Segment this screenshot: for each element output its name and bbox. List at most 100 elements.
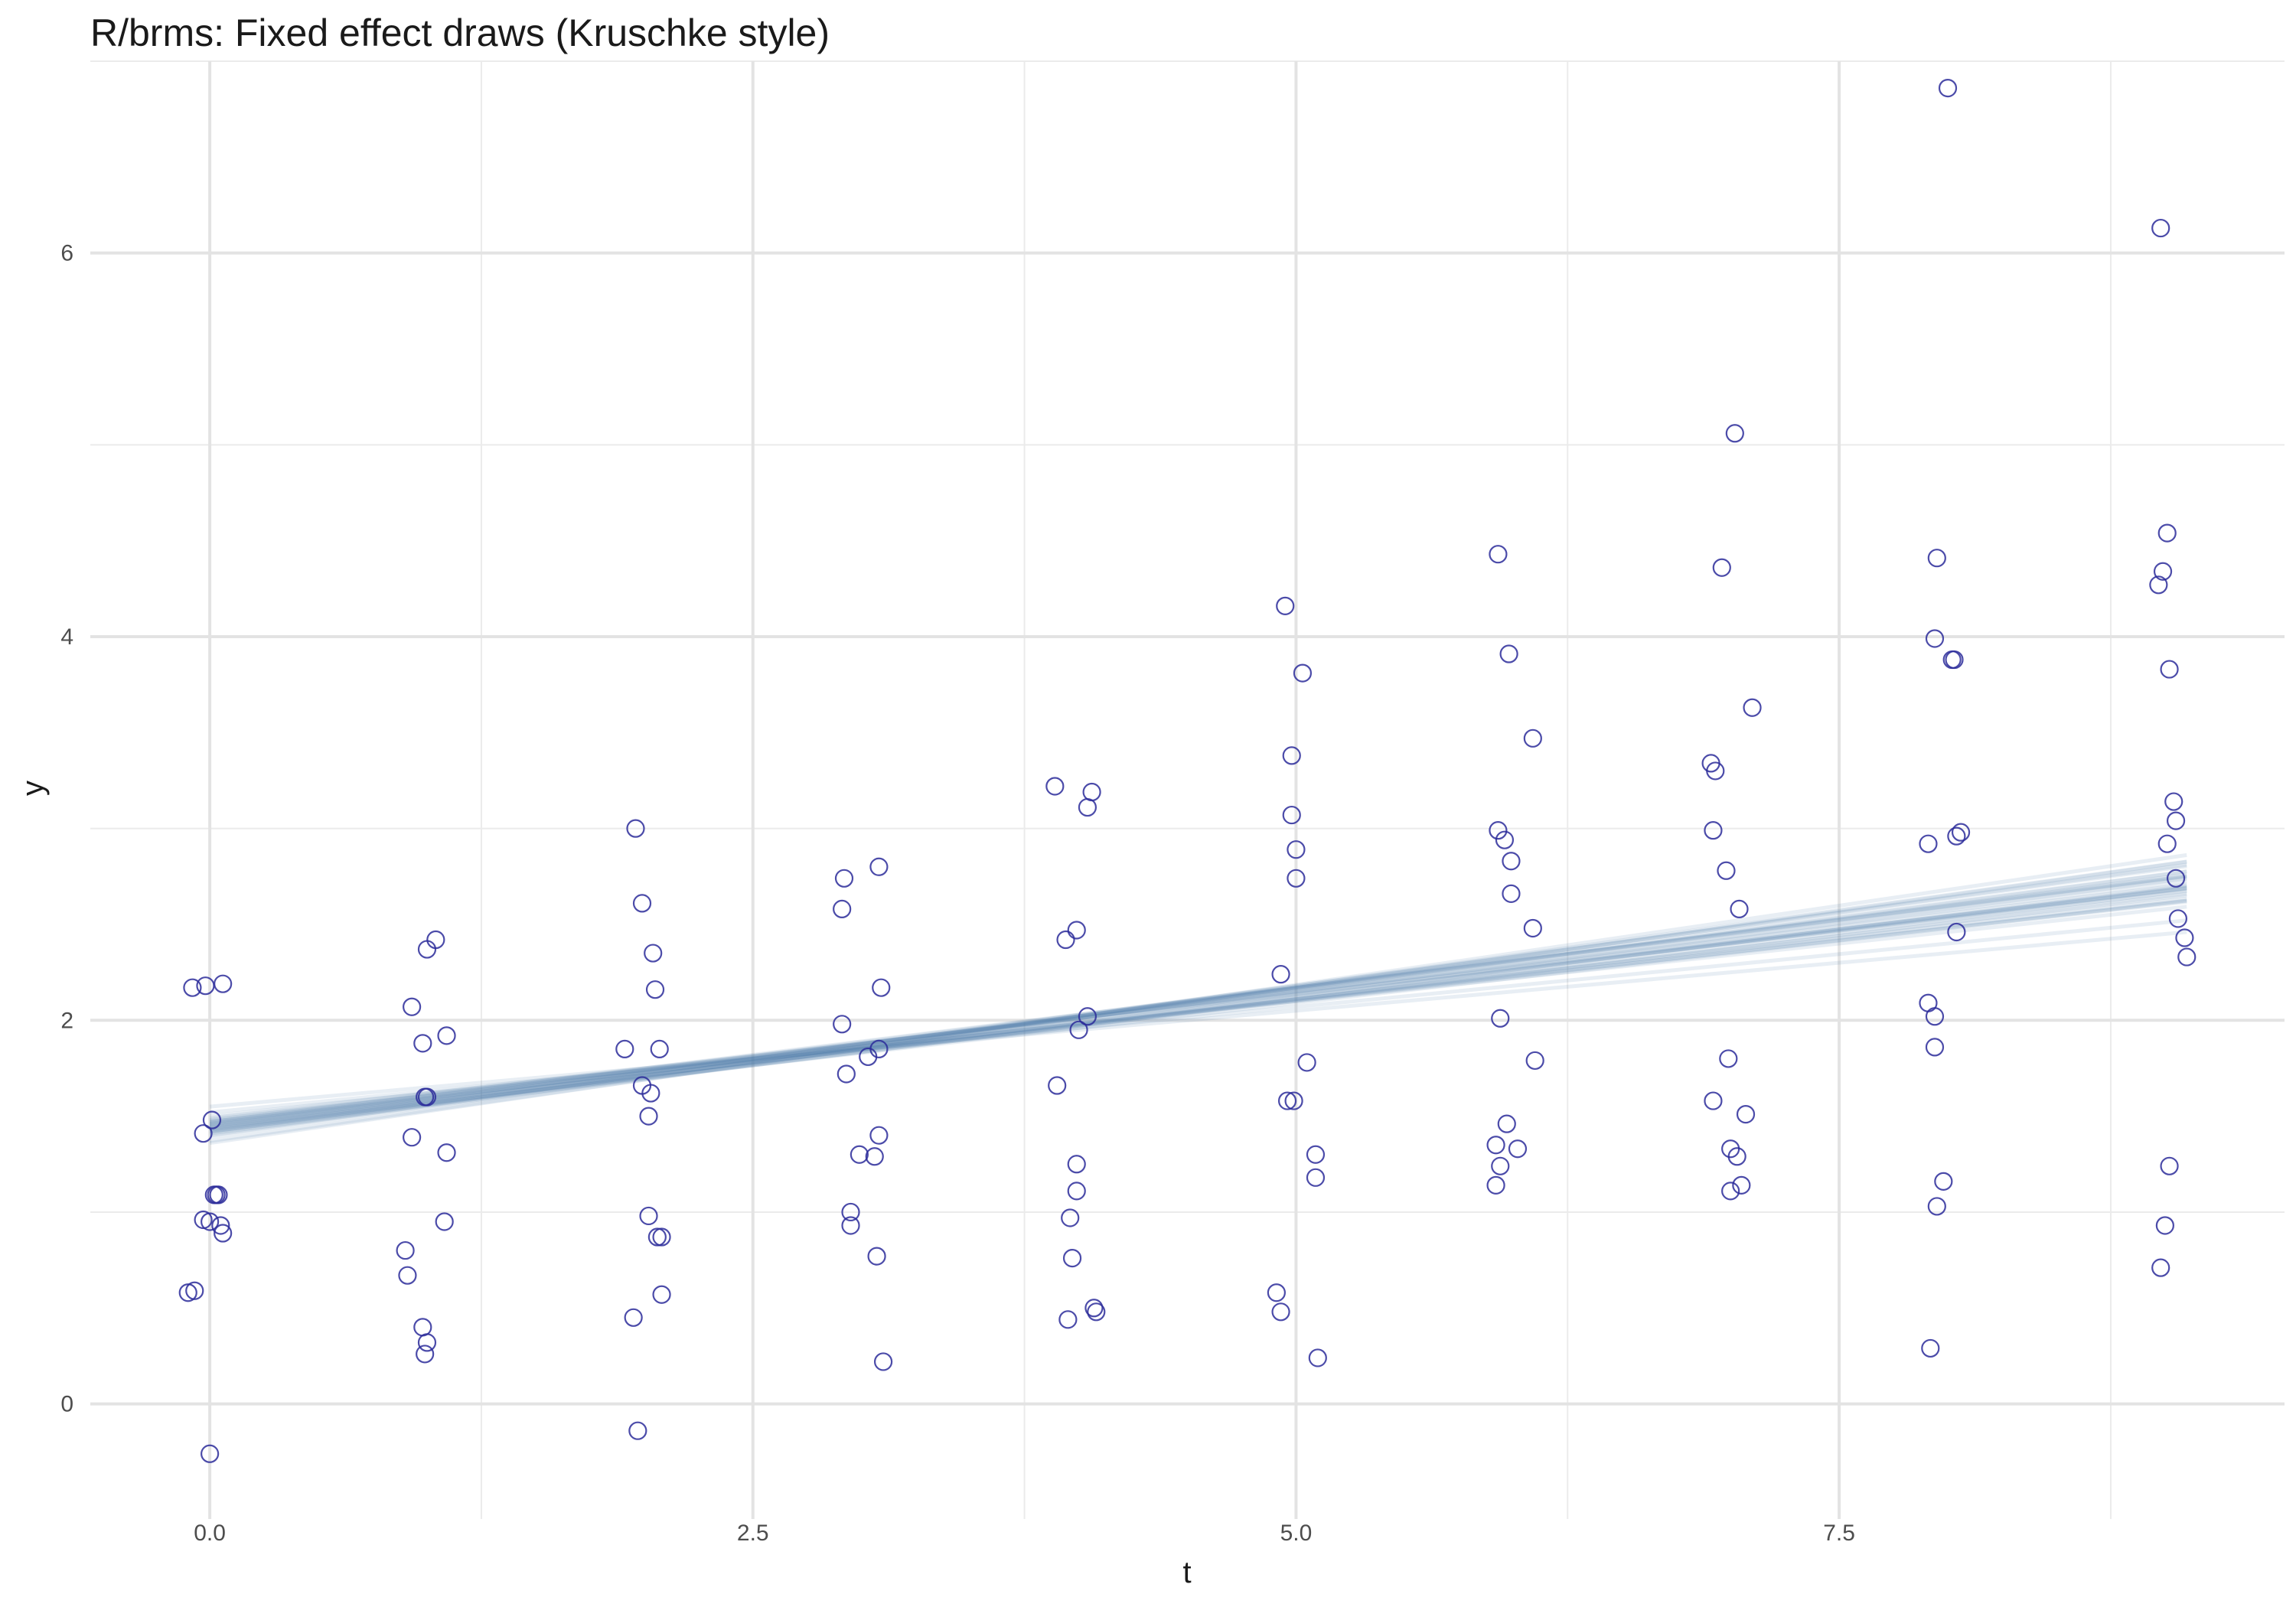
data-point <box>1284 1091 1303 1110</box>
data-point <box>639 1107 658 1126</box>
data-point <box>413 1034 432 1053</box>
data-point <box>1078 1007 1097 1026</box>
data-point <box>1945 650 1964 670</box>
data-point <box>2164 792 2183 811</box>
y-tick-label: 0 <box>60 1392 73 1417</box>
posterior-draw-line <box>209 883 2187 1136</box>
data-point <box>1061 1208 1080 1227</box>
data-point <box>1497 1114 1516 1133</box>
data-point <box>644 944 663 963</box>
data-point <box>1282 805 1301 825</box>
posterior-draw-line <box>209 874 2187 1126</box>
data-point <box>1087 1302 1106 1322</box>
data-point <box>1491 1156 1510 1175</box>
data-point <box>1730 899 1749 919</box>
data-point <box>1727 1147 1746 1166</box>
data-point <box>1267 1283 1286 1302</box>
x-tick-labels: 0.0 2.5 5.0 7.5 <box>194 1521 1855 1546</box>
data-point <box>1282 746 1301 765</box>
posterior-draw-line <box>209 869 2187 1132</box>
data-point <box>2168 909 2188 928</box>
data-point <box>1306 1168 1326 1187</box>
data-point <box>872 978 891 997</box>
x-tick-label: 5.0 <box>1280 1521 1313 1546</box>
data-point <box>626 819 645 838</box>
grid-major <box>90 61 2285 1519</box>
data-point <box>1947 826 1966 846</box>
posterior-draw-line <box>209 893 2187 1128</box>
data-point <box>183 978 202 997</box>
data-point <box>1297 1053 1316 1072</box>
data-point <box>1067 921 1086 940</box>
data-point <box>1062 1249 1082 1268</box>
data-point <box>1489 821 1508 840</box>
data-point <box>2153 562 2173 581</box>
data-point <box>1306 1145 1326 1164</box>
posterior-draw-line <box>209 875 2187 1124</box>
data-point <box>1743 698 1762 717</box>
data-point <box>2166 811 2186 830</box>
data-point <box>426 930 445 950</box>
data-point <box>833 1015 852 1034</box>
data-point <box>1276 596 1295 615</box>
data-point <box>652 1227 671 1247</box>
data-point <box>1725 424 1744 443</box>
data-point <box>1717 861 1736 880</box>
data-point <box>2151 218 2170 238</box>
data-point <box>437 1143 456 1162</box>
grid-minor <box>90 60 2285 1519</box>
data-point <box>1287 869 1306 888</box>
data-point <box>1495 830 1515 849</box>
data-point <box>1271 965 1290 984</box>
data-point <box>2160 660 2179 679</box>
data-point <box>1927 549 1946 568</box>
y-tick-label: 6 <box>60 241 73 266</box>
data-point <box>1308 1348 1327 1367</box>
data-point <box>624 1308 643 1327</box>
posterior-draw-line <box>209 918 2187 1115</box>
posterior-draw-line <box>209 862 2187 1138</box>
data-point <box>869 857 889 876</box>
posterior-draw-line <box>209 885 2187 1132</box>
draw-lines <box>209 852 2187 1146</box>
posterior-draw-line <box>209 892 2187 1132</box>
chart-title: R/brms: Fixed effect draws (Kruschke sty… <box>90 11 830 54</box>
y-tick-label: 4 <box>60 624 73 650</box>
data-point <box>2166 869 2186 888</box>
data-point <box>632 894 652 913</box>
data-point <box>1067 1155 1086 1174</box>
data-point <box>2157 523 2177 543</box>
data-point <box>417 1333 437 1352</box>
data-point <box>416 1345 435 1364</box>
posterior-draw-line <box>209 888 2187 1134</box>
posterior-draw-line <box>209 886 2187 1130</box>
data-point <box>403 1128 422 1147</box>
data-point <box>639 1206 658 1226</box>
y-tick-labels: 0 2 4 6 <box>60 241 73 1417</box>
data-point <box>1084 1299 1104 1318</box>
data-point <box>435 1212 454 1231</box>
data-point <box>1719 1049 1738 1068</box>
data-point <box>615 1039 634 1058</box>
data-points <box>178 78 2197 1463</box>
data-point <box>437 1026 456 1045</box>
data-point <box>2149 575 2168 595</box>
data-point <box>1293 663 1313 683</box>
data-point <box>1078 797 1097 817</box>
posterior-draw-line <box>209 872 2187 1130</box>
data-point <box>194 1124 213 1143</box>
data-point <box>201 1444 220 1463</box>
data-point <box>652 1285 671 1304</box>
data-point <box>1712 558 1731 577</box>
posterior-draw-line <box>209 886 2187 1126</box>
data-point <box>1067 1182 1086 1201</box>
data-point <box>2160 1156 2179 1175</box>
data-point <box>647 1227 667 1247</box>
data-point <box>833 899 852 919</box>
data-point <box>867 1247 886 1266</box>
data-point <box>1704 821 1723 840</box>
data-point <box>1277 1091 1297 1110</box>
data-point <box>628 1421 647 1440</box>
data-point <box>1523 918 1542 938</box>
